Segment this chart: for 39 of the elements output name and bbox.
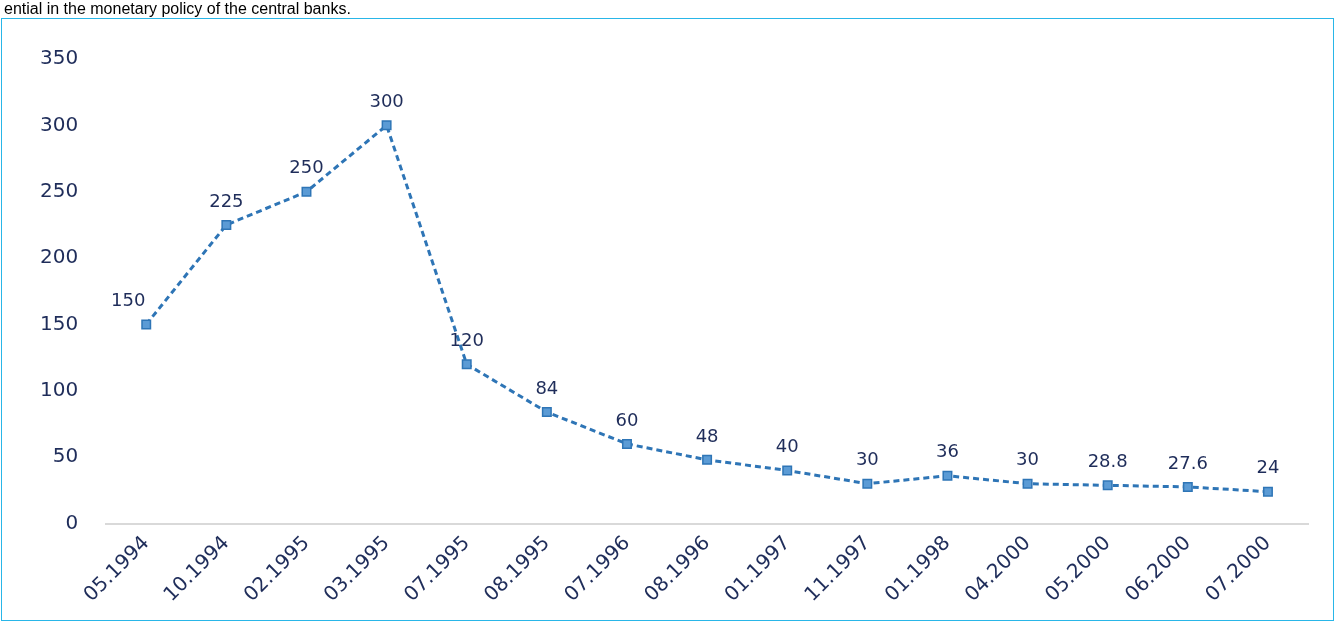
y-tick-label: 150 [39, 310, 79, 335]
y-tick-label: 100 [39, 377, 79, 402]
point [942, 470, 953, 481]
point [1022, 478, 1033, 489]
y-tick-label: 300 [39, 111, 79, 136]
data-label: 250 [289, 156, 324, 178]
y-tick-label: 200 [39, 244, 79, 269]
data-label: 300 [369, 90, 404, 112]
point [381, 120, 392, 131]
point [1262, 486, 1273, 497]
y-tick-label: 0 [65, 509, 79, 534]
data-label: 84 [535, 376, 559, 398]
data-label: 24 [1256, 456, 1280, 478]
data-label: 28.8 [1087, 449, 1128, 471]
point [301, 186, 312, 197]
point [1182, 481, 1193, 492]
data-label: 225 [209, 189, 244, 211]
point [141, 319, 152, 330]
y-tick-label: 250 [39, 177, 79, 202]
data-label: 30 [1016, 448, 1040, 470]
data-label: 27.6 [1167, 451, 1208, 473]
point [621, 438, 632, 449]
y-tick-label: 350 [39, 45, 79, 70]
data-label: 150 [111, 289, 146, 311]
point [862, 478, 873, 489]
data-label: 120 [449, 328, 484, 350]
point [221, 219, 232, 230]
text: ential in the monetary policy of the central banks. [3, 0, 352, 18]
point [461, 359, 472, 370]
point [702, 454, 713, 465]
y-tick-label: 50 [52, 443, 79, 468]
data-label: 30 [855, 448, 879, 470]
data-label: 48 [695, 424, 719, 446]
point [782, 465, 793, 476]
point [541, 407, 552, 418]
data-label: 60 [615, 408, 639, 430]
data-label: 36 [936, 440, 959, 462]
point [1102, 480, 1113, 491]
data-label: 40 [775, 435, 799, 457]
